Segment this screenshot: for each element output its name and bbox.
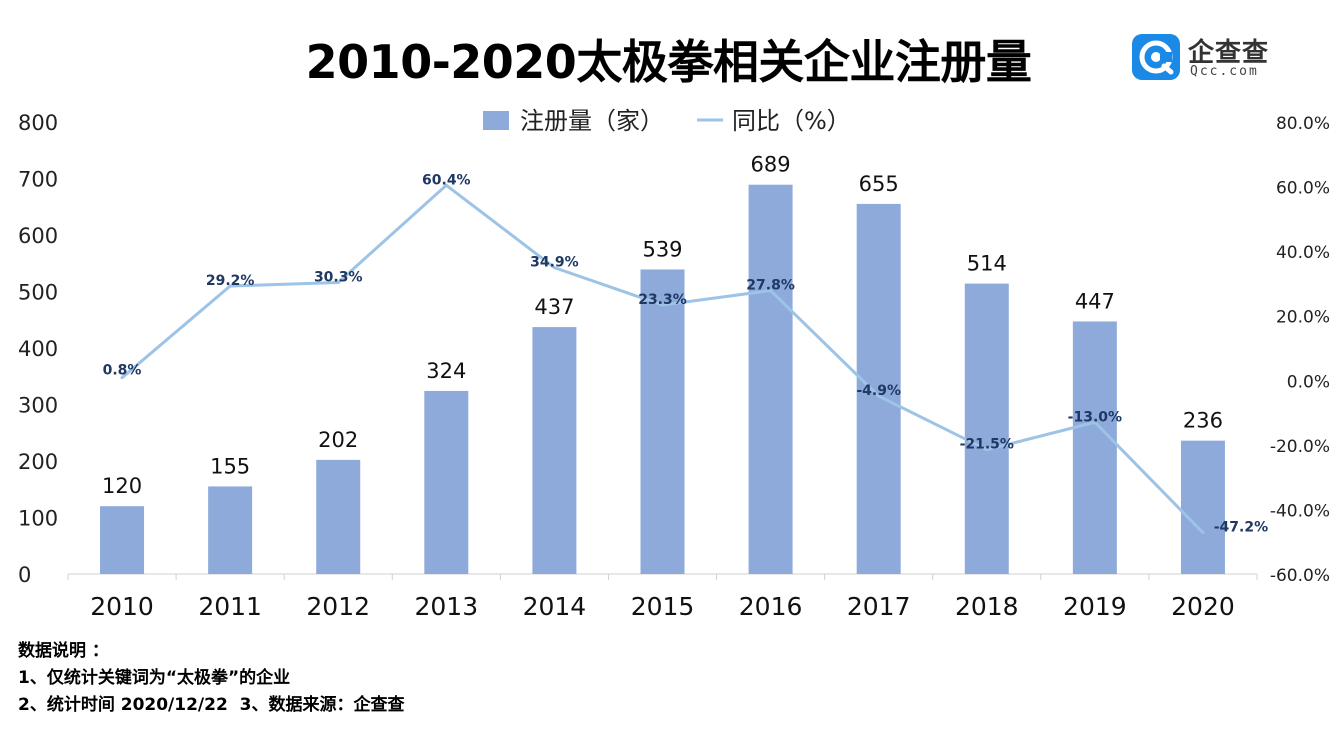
- right-axis: -60.0% -40.0% -20.0% 0.0% 20.0% 40.0% 60.0% 80.…: [1270, 114, 1330, 586]
- line-value-label: -13.0%: [1068, 409, 1122, 425]
- right-tick-label: -60.0%: [1270, 566, 1330, 586]
- bar-value-label: 539: [642, 237, 682, 261]
- bar-value-label: 202: [318, 428, 358, 452]
- bar-value-label: 155: [210, 454, 250, 478]
- line-series: 0.8% 29.2% 30.3% 60.4% 34.9% 23.3% 27.8% -4.9% -…: [103, 172, 1269, 535]
- note-line-1: 1、仅统计关键词为“太极拳”的企业: [18, 668, 291, 688]
- left-tick-label: 300: [18, 394, 58, 418]
- legend-label-bar: 注册量（家）: [520, 107, 664, 135]
- line-value-label: -21.5%: [960, 437, 1014, 453]
- bar-value-label: 689: [751, 153, 791, 177]
- bar: [1180, 440, 1225, 574]
- bar-value-label: 236: [1183, 409, 1223, 433]
- bar: [316, 459, 361, 574]
- right-tick-label: -20.0%: [1270, 437, 1330, 457]
- right-tick-label: 80.0%: [1276, 114, 1330, 134]
- bar: [856, 203, 901, 575]
- bar: [424, 390, 469, 574]
- bar-series: 120 155 202 324 437 539 689 655 514 447 236: [100, 153, 1225, 575]
- x-tick-label: 2015: [631, 592, 695, 621]
- left-tick-label: 0: [18, 563, 31, 587]
- right-tick-label: 20.0%: [1276, 308, 1330, 328]
- bar: [1072, 321, 1117, 574]
- chart-title: 2010-2020太极拳相关企业注册量: [305, 35, 1032, 89]
- bar: [640, 269, 685, 574]
- line-value-label: 60.4%: [422, 172, 471, 188]
- right-tick-label: -40.0%: [1270, 501, 1330, 521]
- line-value-label: 30.3%: [314, 269, 363, 285]
- line-point: [1093, 420, 1097, 424]
- logo: 企查查 Qcc.com: [1132, 32, 1292, 82]
- left-tick-label: 600: [18, 224, 58, 248]
- x-tick-label: 2010: [90, 592, 154, 621]
- legend-swatch-bar: [483, 111, 509, 130]
- logo-subtext: Qcc.com: [1190, 64, 1259, 79]
- left-tick-label: 400: [18, 337, 58, 361]
- bar-value-label: 447: [1075, 289, 1115, 313]
- bar: [100, 506, 145, 574]
- bar-value-label: 514: [967, 252, 1007, 276]
- note-line-2: 2、统计时间 2020/12/22 3、数据来源：企查查: [18, 695, 405, 715]
- line-value-label: 27.8%: [746, 278, 795, 294]
- left-tick-label: 500: [18, 281, 58, 305]
- line-point: [228, 284, 232, 288]
- bar: [208, 486, 253, 574]
- chart-legend: 注册量（家） 同比（%）: [483, 107, 851, 135]
- bar-value-label: 120: [102, 474, 142, 498]
- x-tick-label: 2018: [955, 592, 1019, 621]
- x-tick-label: 2017: [847, 592, 911, 621]
- x-tick-label: 2016: [739, 592, 803, 621]
- note-heading: 数据说明 ：: [18, 641, 109, 661]
- line-value-label: -4.9%: [856, 383, 901, 399]
- bar: [532, 327, 577, 574]
- bar-value-label: 324: [426, 359, 466, 383]
- line-point: [985, 448, 989, 452]
- line-value-label: -47.2%: [1214, 520, 1268, 536]
- left-tick-label: 200: [18, 450, 58, 474]
- line-value-label: 34.9%: [530, 255, 579, 271]
- right-tick-label: 0.0%: [1287, 372, 1330, 392]
- left-tick-label: 700: [18, 168, 58, 192]
- right-tick-label: 60.0%: [1276, 179, 1330, 199]
- x-tick-label: 2014: [523, 592, 587, 621]
- line-point: [120, 376, 124, 380]
- bar: [964, 283, 1009, 574]
- x-tick-label: 2013: [415, 592, 479, 621]
- bar-value-label: 655: [859, 172, 899, 196]
- line-point: [769, 289, 773, 293]
- line-point: [661, 303, 664, 307]
- line-point: [444, 183, 448, 187]
- logo-text: 企查查: [1188, 38, 1270, 68]
- line-point: [1201, 531, 1205, 535]
- right-tick-label: 40.0%: [1276, 243, 1330, 263]
- left-tick-label: 100: [18, 507, 58, 531]
- combo-chart: 注册量（家） 同比（%） 0 100 200 300 400 500 600 700 800 -…: [18, 107, 1330, 621]
- logo-icon: [1132, 34, 1180, 80]
- x-tick-label: 2011: [198, 592, 262, 621]
- data-notes: 数据说明 ： 1、仅统计关键词为“太极拳”的企业 2、统计时间 2020/12/…: [18, 638, 404, 719]
- line-value-label: 23.3%: [638, 292, 687, 308]
- line-value-label: 0.8%: [103, 363, 142, 379]
- line-point: [552, 266, 556, 270]
- bar-value-label: 437: [534, 295, 574, 319]
- x-axis: 2010 2011 2012 2013 2014 2015 2016 2017 2018 2019…: [67, 573, 1258, 621]
- left-axis: 0 100 200 300 400 500 600 700 800: [18, 111, 58, 587]
- line-point: [336, 280, 340, 284]
- line-value-label: 29.2%: [206, 273, 255, 289]
- bar: [748, 184, 793, 574]
- left-tick-label: 800: [18, 111, 58, 135]
- x-tick-label: 2012: [306, 592, 370, 621]
- x-tick-label: 2020: [1171, 592, 1235, 621]
- legend-label-line: 同比（%）: [732, 107, 851, 135]
- line-point: [877, 394, 881, 398]
- x-tick-label: 2019: [1063, 592, 1127, 621]
